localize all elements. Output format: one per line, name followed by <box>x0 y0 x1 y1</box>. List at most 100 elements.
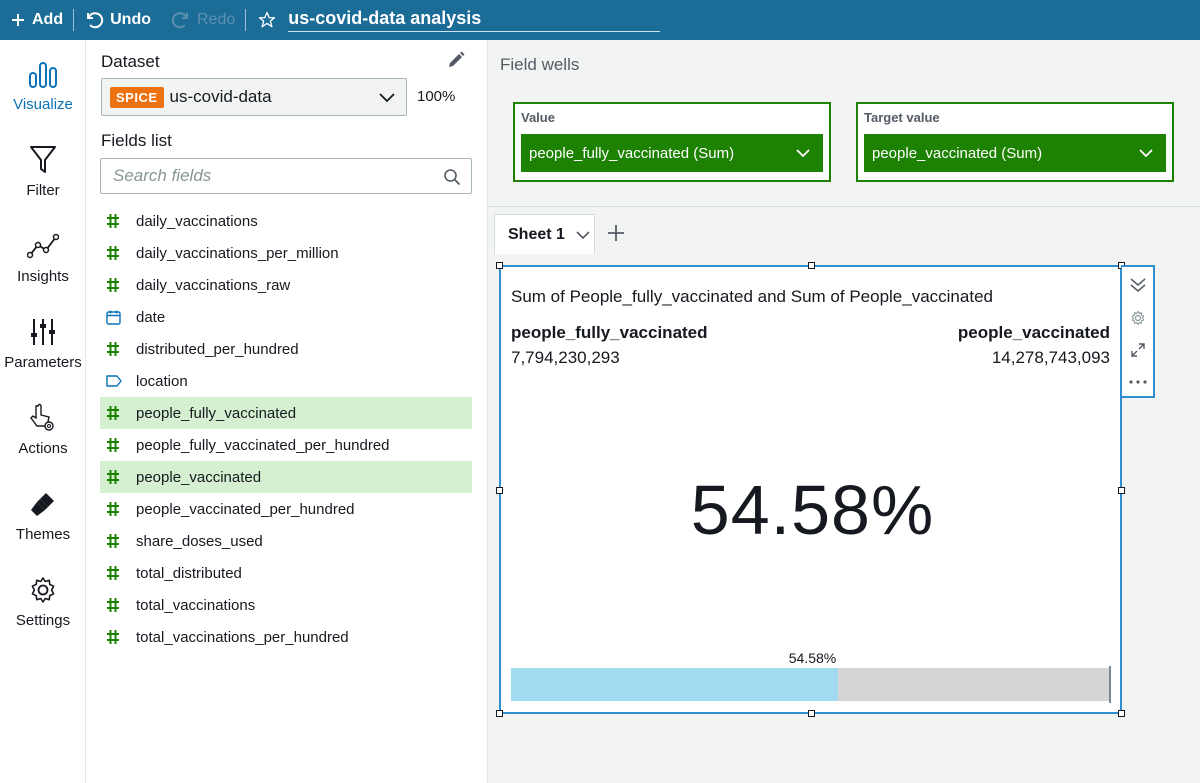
collapse-chevrons-icon[interactable] <box>1122 269 1154 301</box>
fields-list-label: Fields list <box>101 131 172 150</box>
add-sheet-icon[interactable] <box>606 223 626 248</box>
field-item[interactable]: daily_vaccinations <box>100 205 472 237</box>
nav-label-settings: Settings <box>15 612 71 629</box>
toolbar-divider <box>73 9 75 31</box>
tab-sheet-1[interactable]: Sheet 1 <box>494 214 595 254</box>
left-nav: Visualize Filter Insights Parameters Act… <box>0 40 86 783</box>
field-item[interactable]: daily_vaccinations_per_million <box>100 237 472 269</box>
nav-item-visualize[interactable]: Visualize <box>0 56 86 113</box>
resize-handle[interactable] <box>496 710 503 717</box>
field-name: total_vaccinations <box>136 596 256 614</box>
toolbar-divider <box>245 9 247 31</box>
field-item[interactable]: daily_vaccinations_raw <box>100 269 472 301</box>
kpi-visual[interactable]: Sum of People_fully_vaccinated and Sum o… <box>496 262 1125 717</box>
favorite-star-icon[interactable] <box>246 11 284 29</box>
resize-handle[interactable] <box>496 487 503 494</box>
nav-item-insights[interactable]: Insights <box>0 228 86 285</box>
search-input[interactable] <box>101 159 431 193</box>
calendar-icon <box>106 310 130 325</box>
nav-label-parameters: Parameters <box>4 354 82 371</box>
field-name: location <box>136 372 188 390</box>
undo-icon <box>87 12 104 29</box>
chevron-down-icon <box>1139 149 1153 158</box>
field-item[interactable]: location <box>100 365 472 397</box>
nav-item-themes[interactable]: Themes <box>0 486 86 543</box>
target-field-name: people_vaccinated (Sum) <box>872 144 1043 162</box>
hash-icon <box>106 341 130 357</box>
fields-list: daily_vaccinations daily_vaccinations_per… <box>100 205 472 653</box>
field-item[interactable]: total_distributed <box>100 557 472 589</box>
value-field-label: people_fully_vaccinated <box>511 323 708 342</box>
value-well: Value people_fully_vaccinated (Sum) <box>513 102 831 182</box>
add-button[interactable]: Add <box>0 0 73 40</box>
field-name: distributed_per_hundred <box>136 340 299 358</box>
target-value-well: Target value people_vaccinated (Sum) <box>856 102 1174 182</box>
chevron-down-icon <box>379 93 395 103</box>
field-name: daily_vaccinations_per_million <box>136 244 339 262</box>
field-name: total_vaccinations_per_hundred <box>136 628 349 646</box>
field-item[interactable]: people_vaccinated_per_hundred <box>100 493 472 525</box>
search-icon[interactable] <box>443 168 461 186</box>
field-item[interactable]: share_doses_used <box>100 525 472 557</box>
dataset-select[interactable]: SPICE us-covid-data <box>101 78 407 116</box>
resize-handle[interactable] <box>808 262 815 269</box>
search-field-box <box>100 158 472 194</box>
redo-icon <box>171 12 188 29</box>
progress-bar-fill <box>511 668 838 701</box>
nav-item-settings[interactable]: Settings <box>0 572 86 629</box>
visual-title: Sum of People_fully_vaccinated and Sum o… <box>511 287 993 306</box>
nav-label-actions: Actions <box>18 440 68 457</box>
dataset-panel: Dataset SPICE us-covid-data 100% Fields … <box>86 40 488 783</box>
analysis-title[interactable]: us-covid-data analysis <box>288 8 661 32</box>
hash-icon <box>106 277 130 293</box>
value-field-pill[interactable]: people_fully_vaccinated (Sum) <box>521 134 823 172</box>
nav-label-themes: Themes <box>15 526 71 543</box>
field-item[interactable]: total_vaccinations <box>100 589 472 621</box>
target-number: 14,278,743,093 <box>991 348 1110 367</box>
hash-icon <box>106 245 130 261</box>
progress-bar-track <box>511 666 1111 703</box>
value-field-name: people_fully_vaccinated (Sum) <box>529 144 735 162</box>
field-item[interactable]: people_fully_vaccinated <box>100 397 472 429</box>
field-item[interactable]: people_vaccinated <box>100 461 472 493</box>
top-toolbar: Add Undo Redo us-covid-data analysis <box>0 0 1200 40</box>
field-item[interactable]: total_vaccinations_per_hundred <box>100 621 472 653</box>
field-item[interactable]: date <box>100 301 472 333</box>
insights-icon <box>0 228 86 264</box>
field-name: daily_vaccinations_raw <box>136 276 291 294</box>
hash-icon <box>106 629 130 645</box>
visual-menu <box>1121 265 1155 398</box>
hash-icon <box>106 405 130 421</box>
target-field-label: people_vaccinated <box>957 323 1110 342</box>
dataset-label: Dataset <box>101 52 160 71</box>
field-item[interactable]: distributed_per_hundred <box>100 333 472 365</box>
resize-handle[interactable] <box>808 710 815 717</box>
resize-handle[interactable] <box>1118 487 1125 494</box>
redo-button[interactable]: Redo <box>161 0 245 40</box>
resize-handle[interactable] <box>1118 710 1125 717</box>
undo-button[interactable]: Undo <box>74 0 161 40</box>
nav-label-visualize: Visualize <box>13 96 73 113</box>
chevron-down-icon <box>796 149 810 158</box>
field-wells-divider <box>488 206 1200 207</box>
field-name: people_vaccinated_per_hundred <box>136 500 355 518</box>
resize-handle[interactable] <box>496 262 503 269</box>
field-item[interactable]: people_fully_vaccinated_per_hundred <box>100 429 472 461</box>
gear-icon <box>0 572 86 608</box>
expand-icon[interactable] <box>1122 334 1154 366</box>
nav-item-filter[interactable]: Filter <box>0 142 86 199</box>
nav-item-parameters[interactable]: Parameters <box>0 314 86 371</box>
filter-icon <box>0 142 86 178</box>
sheet-tab-label: Sheet 1 <box>508 225 565 243</box>
progress-bar-target-marker <box>1109 666 1111 703</box>
chevron-down-icon[interactable] <box>575 229 591 241</box>
hash-icon <box>106 597 130 613</box>
field-name: daily_vaccinations <box>136 212 258 230</box>
nav-item-actions[interactable]: Actions <box>0 400 86 457</box>
progress-label: 54.58% <box>788 650 837 666</box>
field-name: people_fully_vaccinated_per_hundred <box>136 436 390 454</box>
target-field-pill[interactable]: people_vaccinated (Sum) <box>864 134 1166 172</box>
format-gear-icon[interactable] <box>1122 302 1154 334</box>
more-options-icon[interactable] <box>1122 366 1154 398</box>
edit-pencil-icon[interactable] <box>446 50 466 75</box>
